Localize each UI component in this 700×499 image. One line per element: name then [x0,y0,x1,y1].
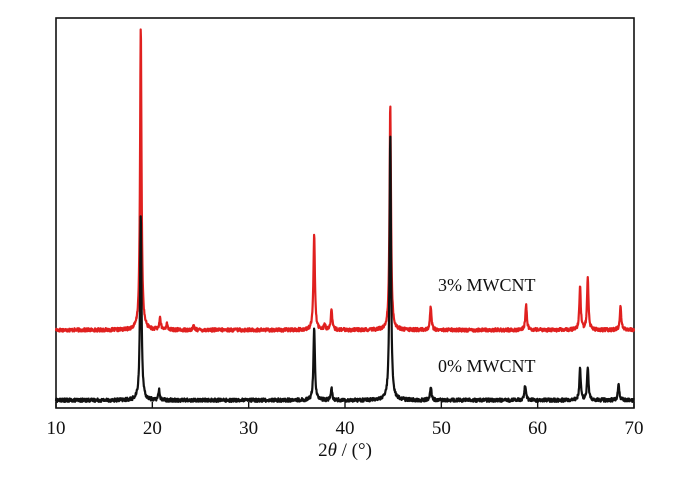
series-label-3pct-mwcnt: 3% MWCNT [438,275,536,295]
series-label-0pct-mwcnt: 0% MWCNT [438,356,536,376]
x-axis-ticks: 10 20 30 40 50 60 70 [47,402,644,439]
x-axis-title-unit: / (°) [337,440,372,461]
x-tick-label-10: 10 [47,418,66,439]
x-tick-label-70: 70 [625,418,644,439]
x-tick-label-20: 20 [143,418,162,439]
series-line-3pct-mwcnt [54,28,636,333]
x-axis-title-theta: θ [328,440,337,461]
x-axis-title: 2θ / (°) [318,440,372,461]
series-line-0pct-mwcnt [54,135,635,404]
x-tick-label-40: 40 [336,418,355,439]
x-tick-label-60: 60 [528,418,547,439]
x-tick-label-30: 30 [239,418,258,439]
x-tick-label-50: 50 [432,418,451,439]
x-axis-title-main: 2 [318,440,328,461]
series-layer [54,28,636,404]
